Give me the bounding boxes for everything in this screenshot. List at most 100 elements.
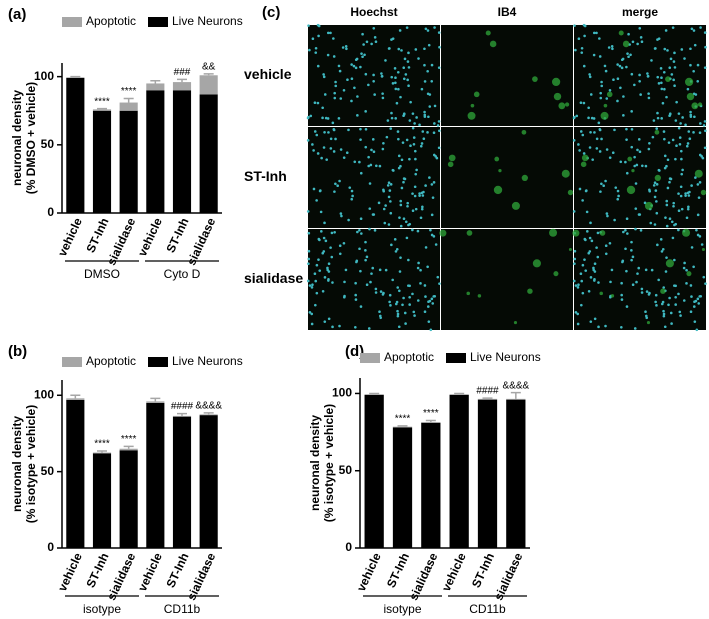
bar-segment [199,75,218,95]
significance-label: **** [94,96,110,107]
nucleus [338,324,341,328]
nucleus [404,220,408,224]
nucleus [405,138,409,142]
error-bar [369,392,380,395]
nucleus [382,291,385,295]
nucleus [581,263,585,267]
nucleus [381,96,385,100]
nucleus [372,150,376,154]
nucleus [420,87,424,91]
bar-segment [146,401,165,403]
nucleus [620,58,624,62]
nucleus [365,255,369,259]
nucleus [382,207,386,211]
nucleus [651,135,655,139]
nucleus [420,142,424,145]
nucleus [367,164,370,168]
nucleus [331,325,334,329]
x-tick-label: vehicle [55,215,85,258]
nucleus [664,216,667,219]
column-header: IB4 [498,5,517,19]
nucleus [308,48,311,52]
nucleus [684,123,687,127]
nucleus [690,246,694,249]
nucleus [655,127,659,130]
nucleus [347,128,350,132]
nucleus [437,66,441,69]
error-bar [97,107,107,110]
nucleus [661,300,665,304]
nucleus [668,180,671,184]
nucleus [350,63,353,66]
nucleus [657,168,661,172]
nucleus [413,122,416,125]
nucleus [399,95,402,99]
group-label: isotype [383,602,421,616]
nucleus [633,83,636,87]
nucleus [394,250,398,253]
nucleus [670,73,674,76]
nucleus [702,275,706,279]
significance-label: #### [476,386,499,397]
nucleus [330,255,334,259]
nucleus [403,311,407,315]
nucleus [396,70,400,74]
microglia [521,129,527,135]
nucleus [616,63,619,66]
nucleus [372,27,376,30]
nucleus [399,256,402,259]
nucleus [582,64,586,68]
nucleus [674,284,677,288]
microglia [626,185,636,195]
nucleus [679,194,683,198]
nucleus [654,189,658,192]
nucleus [396,286,400,289]
microglia [694,169,703,178]
nucleus [625,217,629,221]
nucleus [333,190,336,193]
nucleus [424,27,428,31]
nucleus [597,121,601,125]
nucleus [332,37,335,40]
nucleus [433,294,437,298]
nucleus [317,34,320,38]
nucleus [625,269,628,273]
nucleus [592,266,595,270]
nucleus [621,260,624,264]
bar-segment [119,102,138,111]
nucleus [583,34,586,38]
nucleus [634,182,638,185]
bar-segment [66,77,85,78]
nucleus [333,91,336,95]
nucleus [637,213,641,216]
nucleus [381,147,385,151]
nucleus [685,216,689,220]
significance-label: ### [174,67,191,78]
nucleus [606,214,609,218]
x-tick-label: sialidase [406,550,440,602]
nucleus [342,156,346,159]
nucleus [398,270,402,273]
nucleus [677,228,680,232]
nucleus [307,257,311,261]
nucleus [689,47,692,51]
nucleus [669,311,673,315]
nucleus [348,186,352,189]
nucleus [406,78,409,82]
nucleus [596,255,600,259]
nucleus [321,116,324,120]
nucleus [399,203,403,207]
nucleus [607,46,611,49]
nucleus [686,87,690,91]
nucleus [398,29,402,32]
panel-label: (d) [345,343,364,360]
nucleus [680,157,683,161]
nucleus [391,168,395,172]
row-label: vehicle [244,66,292,82]
nucleus [620,293,623,297]
nucleus [384,59,387,62]
nucleus [646,72,649,75]
microglia [477,294,482,298]
nucleus [370,148,373,152]
nucleus [679,185,683,189]
